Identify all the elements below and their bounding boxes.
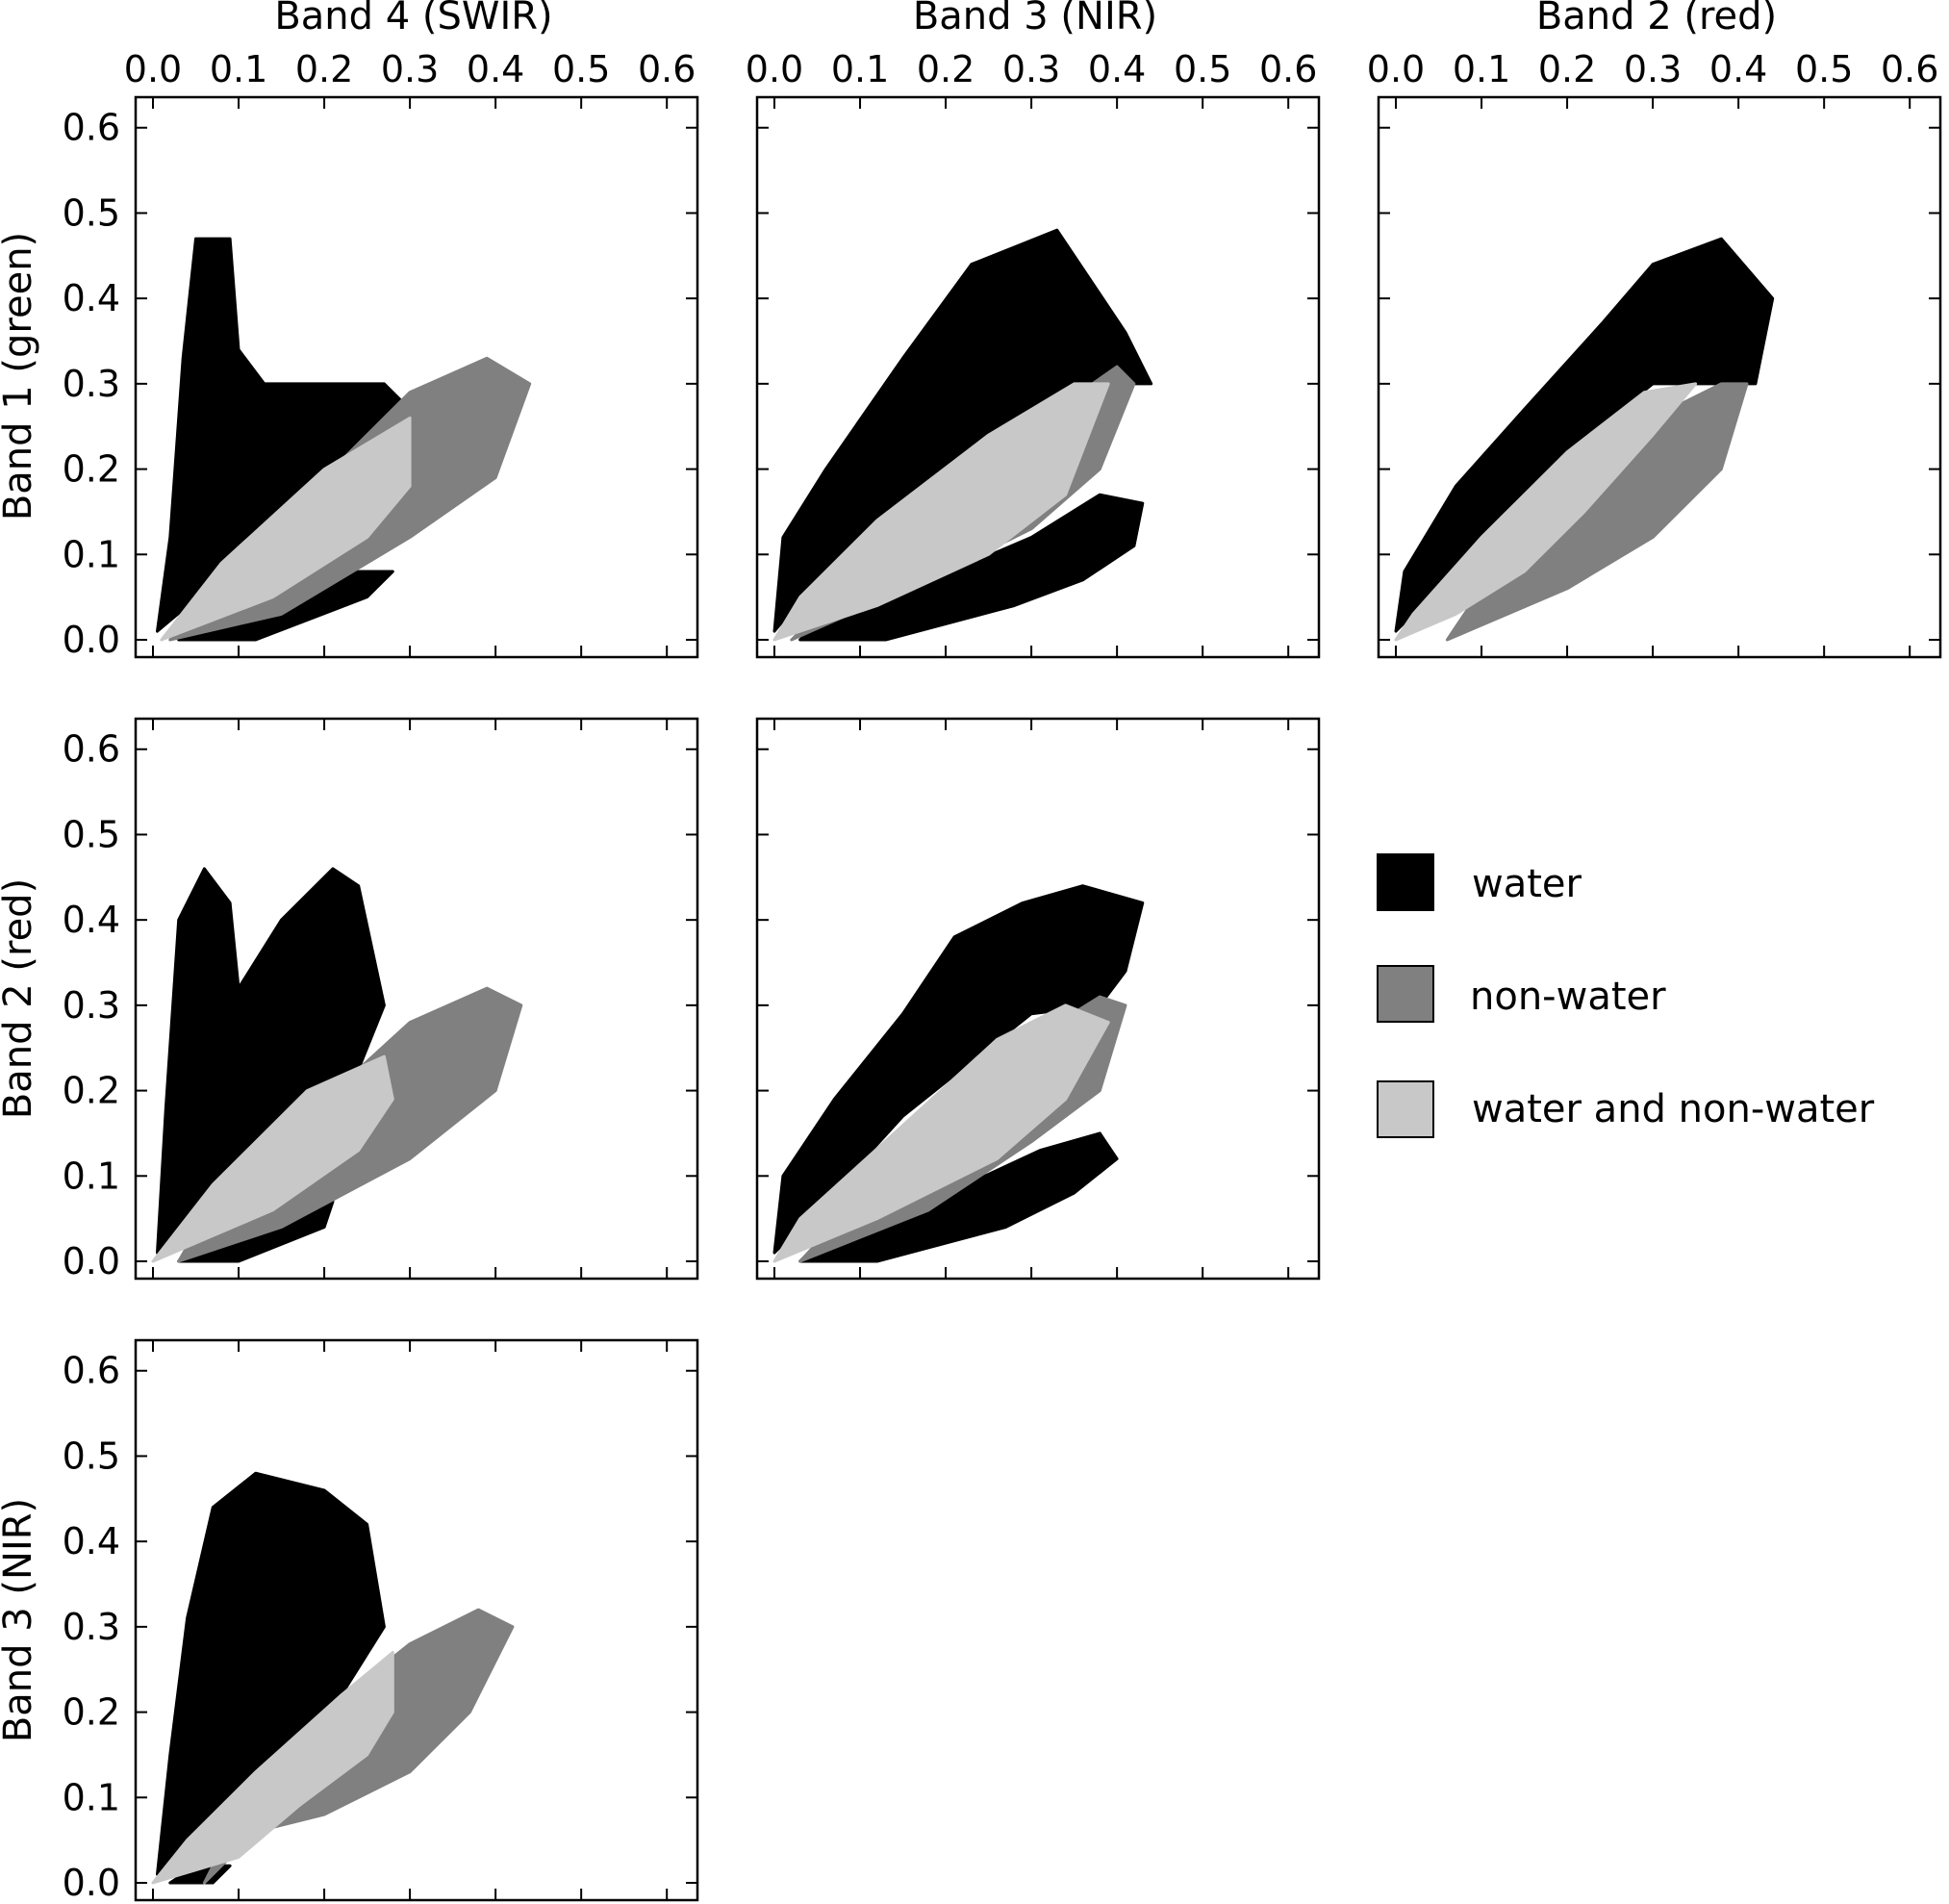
panels: 0.00.00.10.10.20.20.30.30.40.40.50.50.60… (63, 48, 1942, 1904)
x-tick-label: 0.1 (1453, 48, 1510, 90)
x-tick-label: 0.1 (831, 48, 889, 90)
row-title-3: Band 3 (NIR) (0, 1498, 40, 1742)
y-tick-label: 0.0 (63, 1240, 120, 1282)
region-water-and-non-water (1394, 382, 1698, 642)
region-water-and-non-water (151, 1054, 394, 1263)
region-water-and-non-water (772, 382, 1110, 642)
x-tick-label: 0.5 (1795, 48, 1853, 90)
y-tick-label: 0.1 (63, 1776, 120, 1818)
panel-r3-c1: 0.0 0.1 0.2 0.3 0.4 0.5 0.6 (63, 1338, 699, 1904)
region-water (772, 884, 1145, 1255)
panel-frame (1377, 95, 1942, 659)
panel-density-regions (1394, 237, 1775, 642)
panel-frame (134, 717, 699, 1281)
y-tick-label: 0.1 (63, 1155, 120, 1197)
y-tick-label: 0.4 (63, 899, 120, 941)
legend-swatch-water-and-non-water (1377, 1080, 1434, 1138)
legend-label-water-and-non-water: water and non-water (1472, 1087, 1875, 1131)
x-tick-label: 0.1 (210, 48, 267, 90)
x-tick-label: 0.6 (1259, 48, 1317, 90)
y-tick-label: 0.6 (63, 107, 120, 149)
panel-density-regions (772, 884, 1145, 1263)
y-tick-label: 0.4 (63, 277, 120, 319)
x-tick-label: 0.3 (1002, 48, 1060, 90)
legend-swatch-non-water (1377, 965, 1434, 1023)
row-title-1: Band 1 (green) (0, 232, 40, 520)
legend: water non-water water and non-water (1377, 853, 1875, 1138)
region-water-and-non-water (160, 416, 412, 642)
y-tick-label: 0.6 (63, 1350, 120, 1392)
y-tick-label: 0.3 (63, 363, 120, 405)
x-tick-label: 0.0 (1367, 48, 1425, 90)
x-tick-label: 0.0 (124, 48, 182, 90)
x-tick-label: 0.6 (1881, 48, 1938, 90)
y-tick-label: 0.3 (63, 984, 120, 1027)
column-title-1: Band 4 (SWIR) (274, 0, 552, 38)
column-title-3: Band 2 (red) (1536, 0, 1777, 38)
panel-frame (134, 1338, 699, 1902)
y-tick-label: 0.3 (63, 1606, 120, 1648)
y-tick-label: 0.6 (63, 728, 120, 771)
column-title-2: Band 3 (NIR) (913, 0, 1157, 38)
region-water-and-non-water (151, 1651, 394, 1885)
x-tick-label: 0.3 (1624, 48, 1682, 90)
panel-r2-c2 (755, 717, 1321, 1281)
legend-label-water: water (1472, 862, 1582, 906)
y-tick-label: 0.0 (63, 619, 120, 661)
panel-density-regions (772, 228, 1153, 642)
x-tick-label: 0.2 (917, 48, 974, 90)
y-tick-label: 0.2 (63, 1691, 120, 1734)
x-tick-label: 0.6 (638, 48, 696, 90)
x-tick-label: 0.0 (746, 48, 803, 90)
panel-r2-c1: 0.0 0.1 0.2 0.3 0.4 0.5 0.6 (63, 717, 699, 1282)
row-title-2: Band 2 (red) (0, 878, 40, 1119)
y-tick-label: 0.5 (63, 191, 120, 234)
panel-r1-c2: 0.0 0.1 0.2 0.3 0.4 0.5 0.6 (746, 48, 1321, 659)
legend-swatch-water (1377, 853, 1434, 911)
panel-density-regions (151, 867, 523, 1263)
panel-r1-c3: 0.0 0.1 0.2 0.3 0.4 0.5 0.6 (1367, 48, 1942, 659)
x-tick-label: 0.2 (1538, 48, 1596, 90)
x-tick-label: 0.4 (1709, 48, 1767, 90)
y-tick-label: 0.5 (63, 1434, 120, 1477)
y-tick-label: 0.1 (63, 533, 120, 575)
panel-r1-c1: 0.0 0.0 0.1 0.1 0.2 0.2 0.3 0.3 0.4 0.4 0.5 0.5 0.6 0… (63, 48, 699, 661)
y-tick-label: 0.0 (63, 1862, 120, 1904)
x-tick-label: 0.4 (1088, 48, 1146, 90)
y-tick-label: 0.4 (63, 1520, 120, 1562)
legend-label-non-water: non-water (1470, 975, 1666, 1019)
x-tick-label: 0.5 (552, 48, 610, 90)
region-water-and-non-water (772, 1003, 1110, 1263)
panel-frame (134, 95, 699, 659)
y-tick-label: 0.5 (63, 813, 120, 855)
x-tick-label: 0.2 (295, 48, 353, 90)
x-tick-label: 0.4 (467, 48, 524, 90)
panel-density-regions (156, 237, 532, 642)
x-tick-label: 0.3 (381, 48, 439, 90)
panel-frame (755, 717, 1321, 1281)
x-tick-label: 0.5 (1174, 48, 1231, 90)
y-tick-label: 0.2 (63, 1070, 120, 1112)
panel-frame (755, 95, 1321, 659)
panel-density-regions (151, 1471, 515, 1885)
y-tick-label: 0.2 (63, 448, 120, 491)
